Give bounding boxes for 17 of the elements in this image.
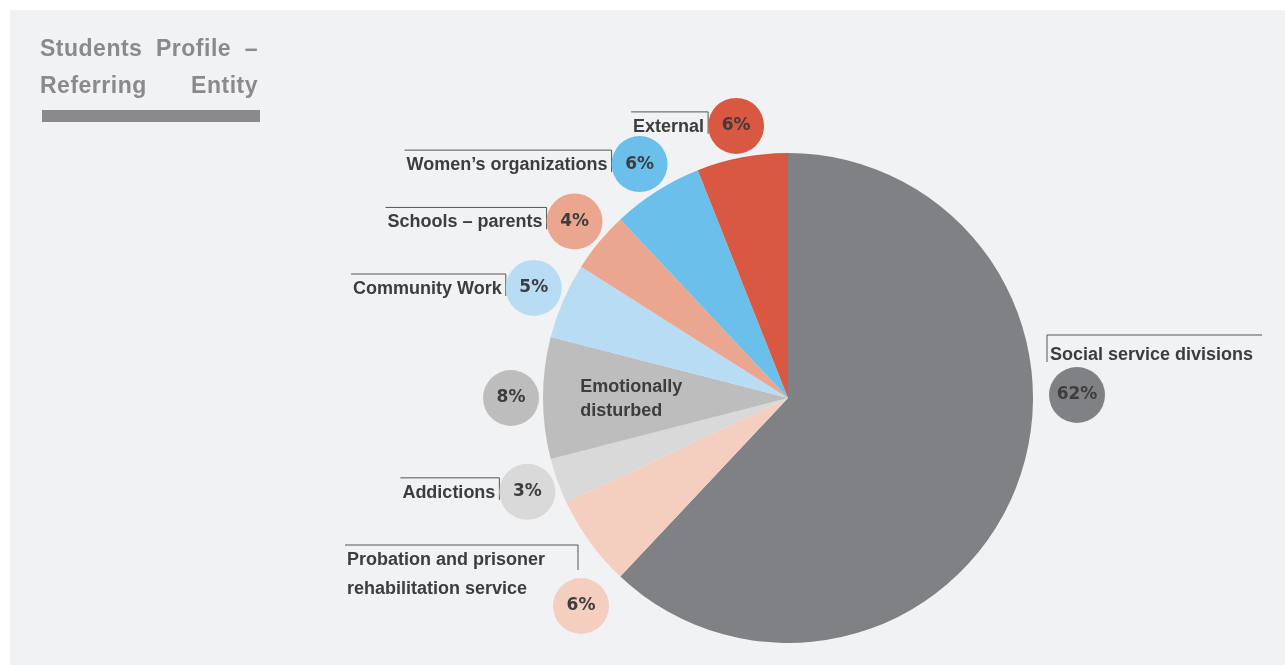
data-label: 8%	[496, 386, 526, 407]
data-label: 6%	[721, 114, 751, 135]
data-label: 6%	[566, 594, 596, 615]
data-label: 62%	[1056, 383, 1098, 404]
data-label: 3%	[512, 480, 542, 501]
text: Students Profile – Referring Entity	[40, 34, 258, 100]
slice-label: Community Work	[353, 277, 503, 298]
data-label: 5%	[519, 276, 549, 297]
slice-label: Women’s organizations	[406, 154, 608, 175]
slice-label: Addictions	[402, 481, 496, 502]
slice-label: Social service divisions	[1050, 344, 1254, 364]
data-label: 4%	[560, 209, 590, 230]
data-label: 6%	[625, 152, 655, 173]
slice-label: Emotionally disturbed	[580, 376, 683, 420]
slice-label: External	[633, 115, 705, 136]
slice-label: Schools – parents	[387, 211, 543, 232]
slice-label: Probation and prisoner rehabilitation service	[347, 549, 546, 598]
